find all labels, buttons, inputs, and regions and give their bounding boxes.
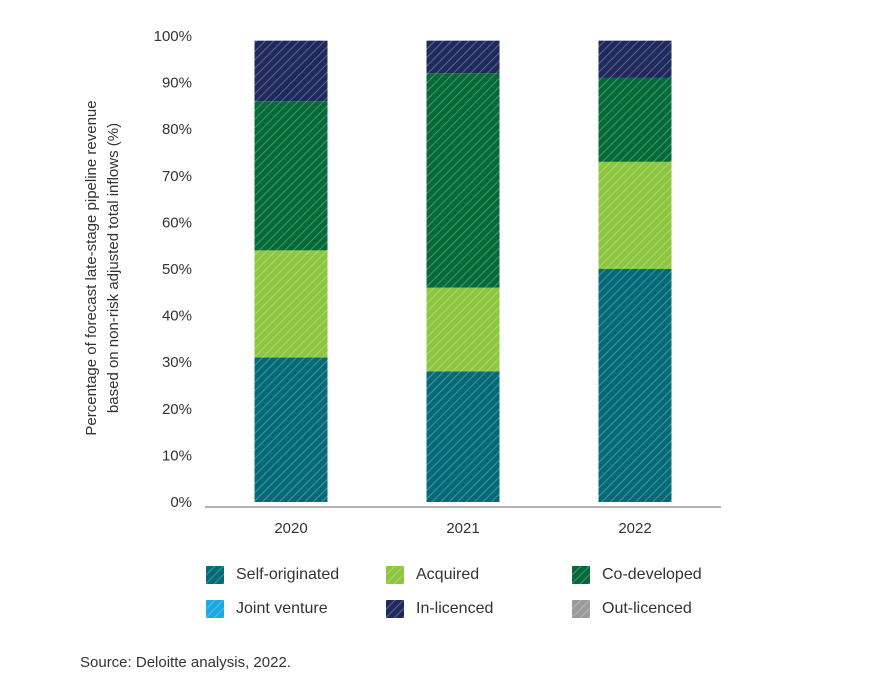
legend-item-co-developed: Co-developed [572,566,702,584]
bar-2020-acquired [254,250,328,358]
chart: 0%10%20%30%40%50%60%70%80%90%100% 2020 20… [83,28,721,537]
legend-item-joint-venture: Joint venture [206,600,328,618]
bar-2021-self-originated [426,371,500,502]
legend-swatch-joint-venture [206,600,224,618]
legend-swatch-acquired [386,566,404,584]
bar-2020-co-developed [254,101,328,251]
bar-2020-in-licenced [254,40,328,102]
bar-2022-self-originated [598,269,672,502]
y-tick-label: 90% [162,75,192,92]
x-tick-label-2022: 2022 [618,520,651,537]
source-note: Source: Deloitte analysis, 2022. [80,654,291,671]
y-axis-label-line1: Percentage of forecast late-stage pipeli… [83,100,100,435]
bar-2021-co-developed [426,73,500,288]
x-tick-label-2021: 2021 [446,520,479,537]
legend-label-in-licenced: In-licenced [416,600,494,617]
y-tick-label: 80% [162,121,192,138]
bar-2020-self-originated [254,357,328,502]
bar-2021-acquired [426,287,500,372]
legend-label-self-originated: Self-originated [236,566,340,583]
legend-label-co-developed: Co-developed [602,566,702,583]
x-axis-ticks: 2020 2021 2022 [274,520,651,537]
y-axis-ticks: 0% 10% 20% 30% 40% 50% 60% 70% 80% 90% 100% [154,28,192,511]
legend-swatch-self-originated [206,566,224,584]
bar-2022-co-developed [598,77,672,162]
y-tick-label: 30% [162,354,192,371]
legend-label-out-licenced: Out-licenced [602,600,692,617]
bars [254,40,672,502]
y-tick-label: 0% [170,494,192,511]
y-tick-label: 60% [162,214,192,231]
y-tick-label: 20% [162,401,192,418]
y-tick-label: 70% [162,168,192,185]
legend-label-acquired: Acquired [416,566,480,583]
legend-label-joint-venture: Joint venture [236,600,328,617]
legend-item-self-originated: Self-originated [206,566,339,584]
y-tick-label: 100% [154,28,192,45]
y-tick-label: 10% [162,447,192,464]
y-tick-label: 40% [162,308,192,325]
bar-2022-acquired [598,161,672,269]
bar-2021-in-licenced [426,40,500,74]
legend-item-acquired: Acquired [386,566,479,584]
y-axis-label-line2: based on non-risk adjusted total inflows… [105,123,122,413]
x-tick-label-2020: 2020 [274,520,307,537]
y-tick-label: 50% [162,261,192,278]
bar-2022-in-licenced [598,40,672,78]
legend-swatch-co-developed [572,566,590,584]
legend-swatch-in-licenced [386,600,404,618]
legend-swatch-out-licenced [572,600,590,618]
legend-item-out-licenced: Out-licenced [572,600,692,618]
legend-item-in-licenced: In-licenced [386,600,493,618]
